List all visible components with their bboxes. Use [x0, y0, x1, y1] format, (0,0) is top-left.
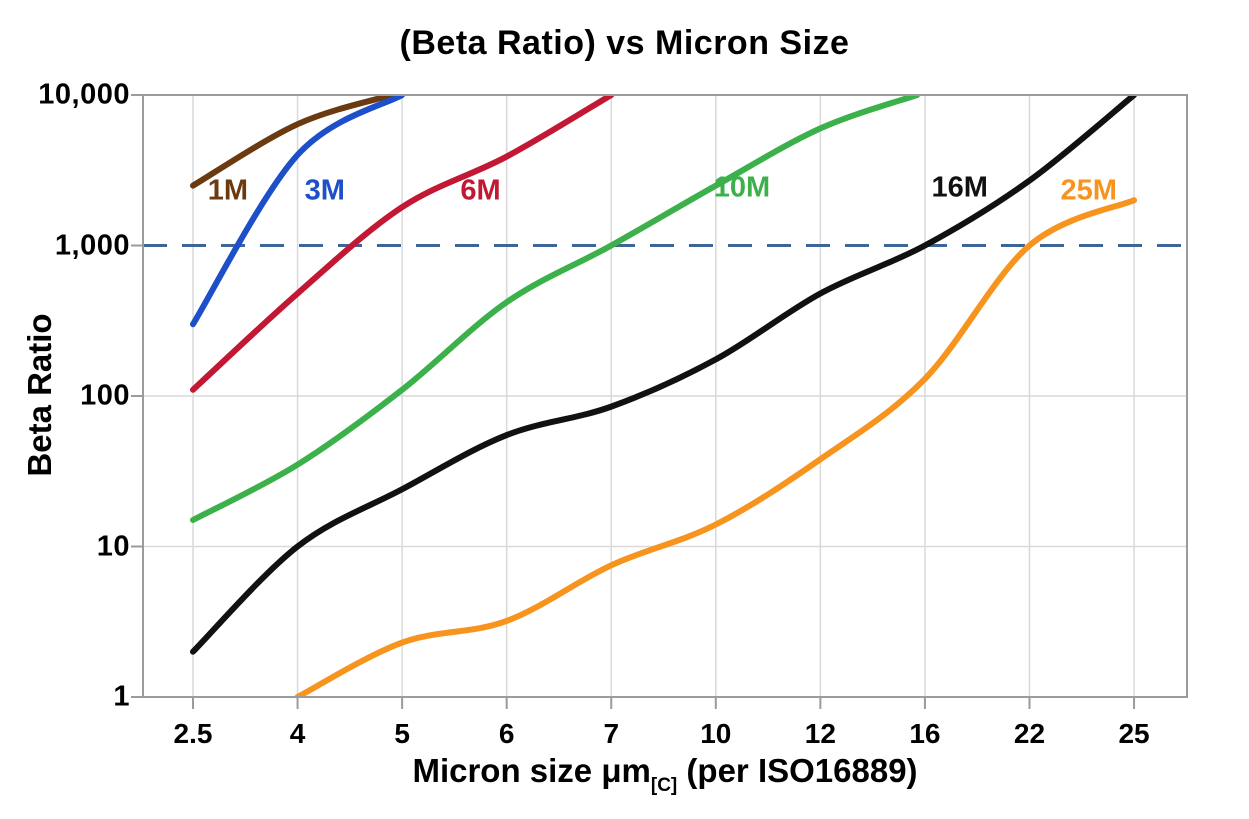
curve-3M: [190, 95, 406, 328]
plot-border: [142, 94, 1188, 698]
curve-1M: [190, 95, 395, 189]
curve-10M: [190, 95, 921, 523]
curve-25M: [294, 197, 1138, 697]
curves-group: [190, 95, 1138, 697]
curve-6M: [190, 95, 615, 393]
curve-16M: [190, 95, 1138, 655]
